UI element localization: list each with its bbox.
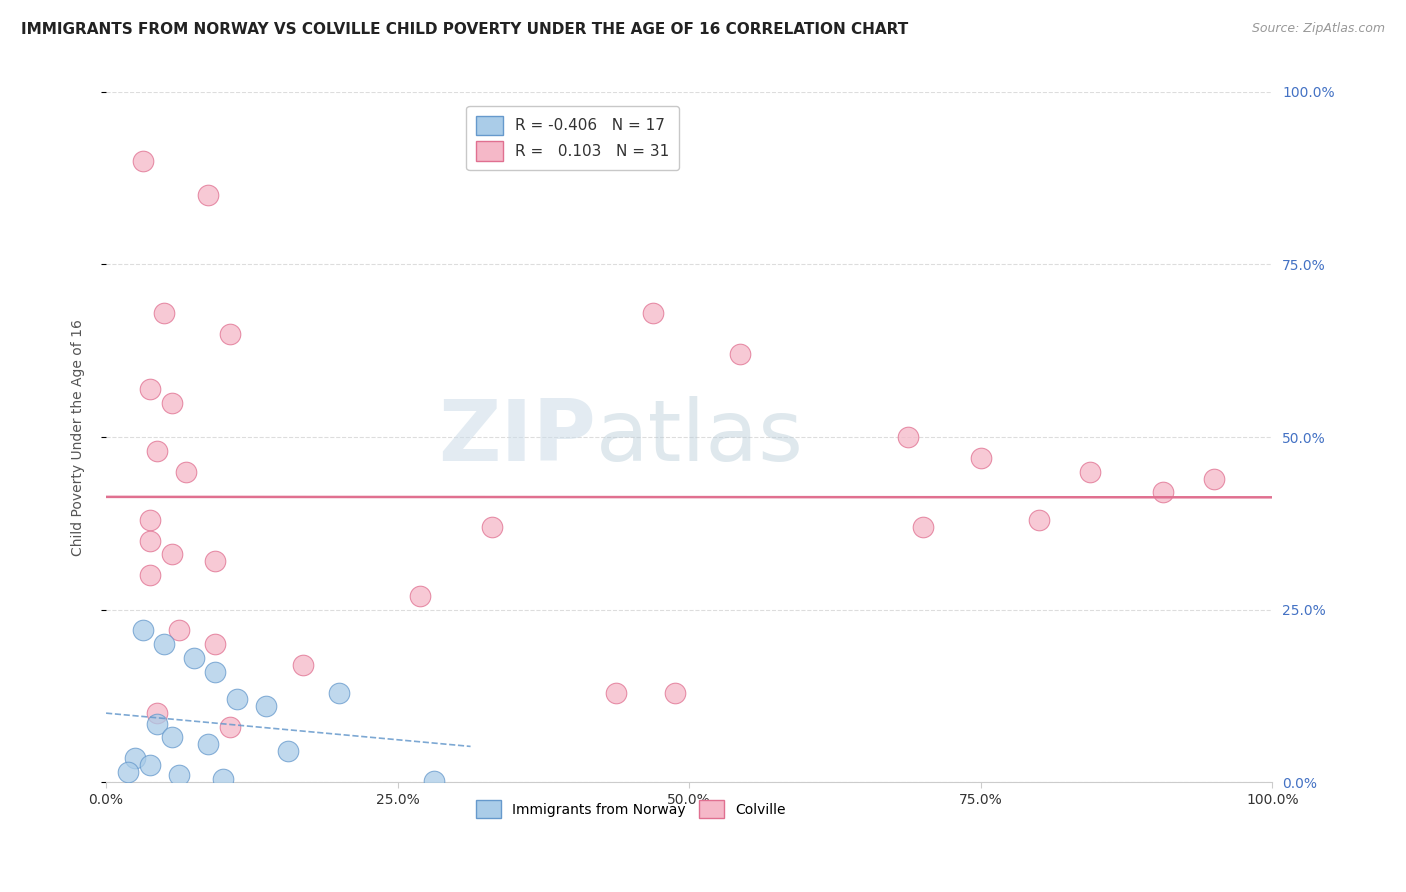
Point <box>146 706 169 721</box>
Point <box>328 685 350 699</box>
Point <box>1204 471 1226 485</box>
Point <box>174 465 197 479</box>
Point <box>1152 485 1174 500</box>
Point <box>197 737 219 751</box>
Point <box>605 685 627 699</box>
Point <box>641 306 664 320</box>
Point <box>911 520 934 534</box>
Point <box>183 651 205 665</box>
Point <box>897 430 920 444</box>
Point <box>204 554 226 568</box>
Text: atlas: atlas <box>596 396 804 479</box>
Point <box>139 513 162 527</box>
Point <box>970 450 993 465</box>
Text: IMMIGRANTS FROM NORWAY VS COLVILLE CHILD POVERTY UNDER THE AGE OF 16 CORRELATION: IMMIGRANTS FROM NORWAY VS COLVILLE CHILD… <box>21 22 908 37</box>
Point <box>226 692 249 706</box>
Point <box>664 685 686 699</box>
Point <box>146 444 169 458</box>
Point <box>124 751 146 765</box>
Point <box>160 731 183 745</box>
Point <box>204 637 226 651</box>
Point <box>153 306 176 320</box>
Text: Source: ZipAtlas.com: Source: ZipAtlas.com <box>1251 22 1385 36</box>
Point <box>139 568 162 582</box>
Point <box>139 533 162 548</box>
Point <box>197 188 219 202</box>
Point <box>131 624 153 638</box>
Legend: Immigrants from Norway, Colville: Immigrants from Norway, Colville <box>470 795 792 823</box>
Point <box>730 347 752 361</box>
Point <box>277 744 299 758</box>
Point <box>219 326 242 341</box>
Y-axis label: Child Poverty Under the Age of 16: Child Poverty Under the Age of 16 <box>72 318 86 556</box>
Point <box>146 716 169 731</box>
Point <box>291 657 314 672</box>
Point <box>423 774 446 789</box>
Point <box>1028 513 1050 527</box>
Point <box>167 768 190 782</box>
Point <box>160 395 183 409</box>
Point <box>408 589 430 603</box>
Point <box>211 772 233 786</box>
Text: ZIP: ZIP <box>439 396 596 479</box>
Point <box>139 758 162 772</box>
Point <box>167 624 190 638</box>
Point <box>219 720 242 734</box>
Point <box>131 153 153 168</box>
Point <box>160 548 183 562</box>
Point <box>117 764 139 779</box>
Point <box>481 520 503 534</box>
Point <box>1078 465 1101 479</box>
Point <box>204 665 226 679</box>
Point <box>153 637 176 651</box>
Point <box>256 699 278 714</box>
Point <box>139 382 162 396</box>
